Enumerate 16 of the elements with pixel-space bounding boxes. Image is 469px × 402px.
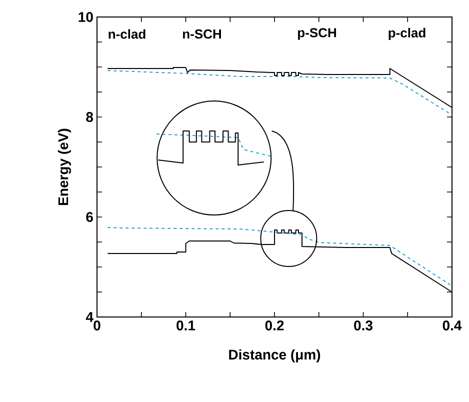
annotation: p-SCH (298, 28, 336, 40)
y-tick-label: 6 (86, 212, 93, 222)
x-tick-label: 0.1 (176, 320, 196, 330)
y-tick-label: 8 (86, 112, 94, 122)
y-tick-label: 4 (86, 312, 94, 322)
x-axis-title: Distance (μm) (229, 349, 320, 362)
annotation: p-clad (388, 28, 426, 40)
x-tick-label: 0.4 (442, 320, 462, 330)
annotation: n-clad (108, 29, 146, 39)
line-series (107, 70, 452, 116)
x-tick-label: 0.3 (354, 320, 372, 330)
annotation: n-SCH (183, 29, 221, 39)
x-tick-label: 0.2 (265, 320, 284, 330)
y-tick-label: 10 (78, 12, 93, 22)
x-tick-label: 0 (94, 320, 100, 330)
y-axis-title: Energy (eV) (58, 128, 72, 205)
